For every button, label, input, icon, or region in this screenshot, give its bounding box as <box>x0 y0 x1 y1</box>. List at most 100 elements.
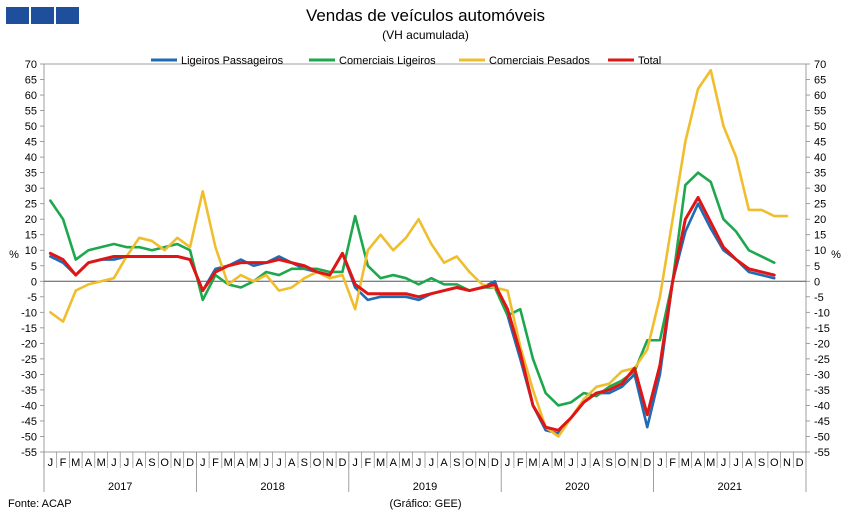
x-tick-label: M <box>706 457 715 469</box>
y-tick-label-right: -30 <box>814 369 830 381</box>
x-tick-label: F <box>60 457 67 469</box>
x-tick-label: A <box>390 457 398 469</box>
x-tick-label: O <box>465 457 474 469</box>
x-tick-label: N <box>326 457 334 469</box>
y-axis-label-left: % <box>9 249 19 261</box>
y-tick-label-right: 45 <box>814 137 826 149</box>
y-tick-label-right: -45 <box>814 416 830 428</box>
x-tick-label: S <box>148 457 155 469</box>
y-tick-label-right: -5 <box>814 292 824 304</box>
x-tick-label: A <box>694 457 702 469</box>
y-tick-label-right: 5 <box>814 261 820 273</box>
y-tick-label-right: -10 <box>814 307 830 319</box>
y-tick-label-left: 0 <box>31 276 37 288</box>
x-tick-label: J <box>276 457 282 469</box>
x-tick-label: A <box>542 457 550 469</box>
y-tick-label-left: 50 <box>25 121 37 133</box>
x-tick-label: O <box>618 457 627 469</box>
x-tick-label: J <box>733 457 739 469</box>
x-tick-label: S <box>301 457 308 469</box>
y-tick-label-right: 10 <box>814 245 826 257</box>
year-label: 2018 <box>260 481 284 493</box>
x-tick-label: J <box>416 457 422 469</box>
x-tick-label: J <box>721 457 727 469</box>
x-tick-label: J <box>111 457 117 469</box>
y-tick-label-left: 55 <box>25 106 37 118</box>
y-tick-label-left: 65 <box>25 75 37 87</box>
source-note: Fonte: ACAP <box>8 498 72 510</box>
x-tick-label: O <box>313 457 322 469</box>
y-tick-label-left: 25 <box>25 199 37 211</box>
x-tick-label: F <box>669 457 676 469</box>
x-tick-label: O <box>160 457 169 469</box>
x-tick-label: J <box>568 457 574 469</box>
legend-label: Comerciais Ligeiros <box>339 55 436 67</box>
year-label: 2020 <box>565 481 589 493</box>
legend-label: Comerciais Pesados <box>489 55 590 67</box>
x-tick-label: N <box>478 457 486 469</box>
y-tick-label-left: 10 <box>25 245 37 257</box>
x-tick-label: M <box>249 457 258 469</box>
x-tick-label: S <box>758 457 765 469</box>
x-tick-label: F <box>517 457 524 469</box>
x-tick-label: D <box>796 457 804 469</box>
x-tick-label: A <box>440 457 448 469</box>
y-tick-label-right: -25 <box>814 354 830 366</box>
x-tick-label: M <box>376 457 385 469</box>
y-tick-label-left: 5 <box>31 261 37 273</box>
x-tick-label: M <box>97 457 106 469</box>
x-tick-label: M <box>71 457 80 469</box>
series-line-total <box>48 195 776 432</box>
y-tick-label-left: -30 <box>21 369 37 381</box>
x-tick-label: M <box>528 457 537 469</box>
x-tick-label: D <box>491 457 499 469</box>
y-tick-label-left: -35 <box>21 385 37 397</box>
y-axis-label-right: % <box>831 249 841 261</box>
x-tick-label: A <box>593 457 601 469</box>
y-tick-label-left: -55 <box>21 447 37 459</box>
y-tick-label-left: -10 <box>21 307 37 319</box>
y-tick-label-left: -50 <box>21 431 37 443</box>
x-tick-label: A <box>745 457 753 469</box>
logo-block <box>31 7 54 24</box>
x-tick-label: J <box>124 457 130 469</box>
y-tick-label-right: -50 <box>814 431 830 443</box>
y-tick-label-left: 70 <box>25 59 37 71</box>
chart-title: Vendas de veículos automóveis <box>305 6 546 25</box>
x-tick-label: S <box>453 457 460 469</box>
y-tick-label-right: -15 <box>814 323 830 335</box>
y-tick-label-right: 30 <box>814 183 826 195</box>
legend-label: Ligeiros Passageiros <box>181 55 284 67</box>
x-tick-label: S <box>605 457 612 469</box>
x-tick-label: J <box>48 457 54 469</box>
year-label: 2019 <box>413 481 437 493</box>
legend-label: Total <box>638 55 661 67</box>
y-tick-label-right: 15 <box>814 230 826 242</box>
x-tick-label: D <box>186 457 194 469</box>
x-tick-label: N <box>173 457 181 469</box>
x-tick-label: M <box>224 457 233 469</box>
chart-subtitle: (VH acumulada) <box>382 28 469 42</box>
logo-block <box>56 7 79 24</box>
y-tick-label-left: -25 <box>21 354 37 366</box>
x-tick-label: A <box>136 457 144 469</box>
x-tick-label: M <box>681 457 690 469</box>
y-tick-label-left: -15 <box>21 323 37 335</box>
x-tick-label: J <box>264 457 270 469</box>
y-tick-label-left: 15 <box>25 230 37 242</box>
y-tick-label-right: 40 <box>814 152 826 164</box>
y-tick-label-right: -55 <box>814 447 830 459</box>
institution-logo <box>6 7 79 24</box>
series-line-comerciais-ligeiros <box>49 171 776 407</box>
plot-frame <box>43 63 807 453</box>
x-tick-label: M <box>554 457 563 469</box>
y-tick-label-left: -5 <box>27 292 37 304</box>
x-tick-label: M <box>401 457 410 469</box>
y-tick-label-left: -20 <box>21 338 37 350</box>
x-tick-label: J <box>657 457 663 469</box>
y-tick-label-right: -40 <box>814 400 830 412</box>
x-tick-label: J <box>429 457 435 469</box>
series-line-comerciais-pesados <box>49 68 789 438</box>
logo-block <box>6 7 29 24</box>
y-tick-label-left: 20 <box>25 214 37 226</box>
